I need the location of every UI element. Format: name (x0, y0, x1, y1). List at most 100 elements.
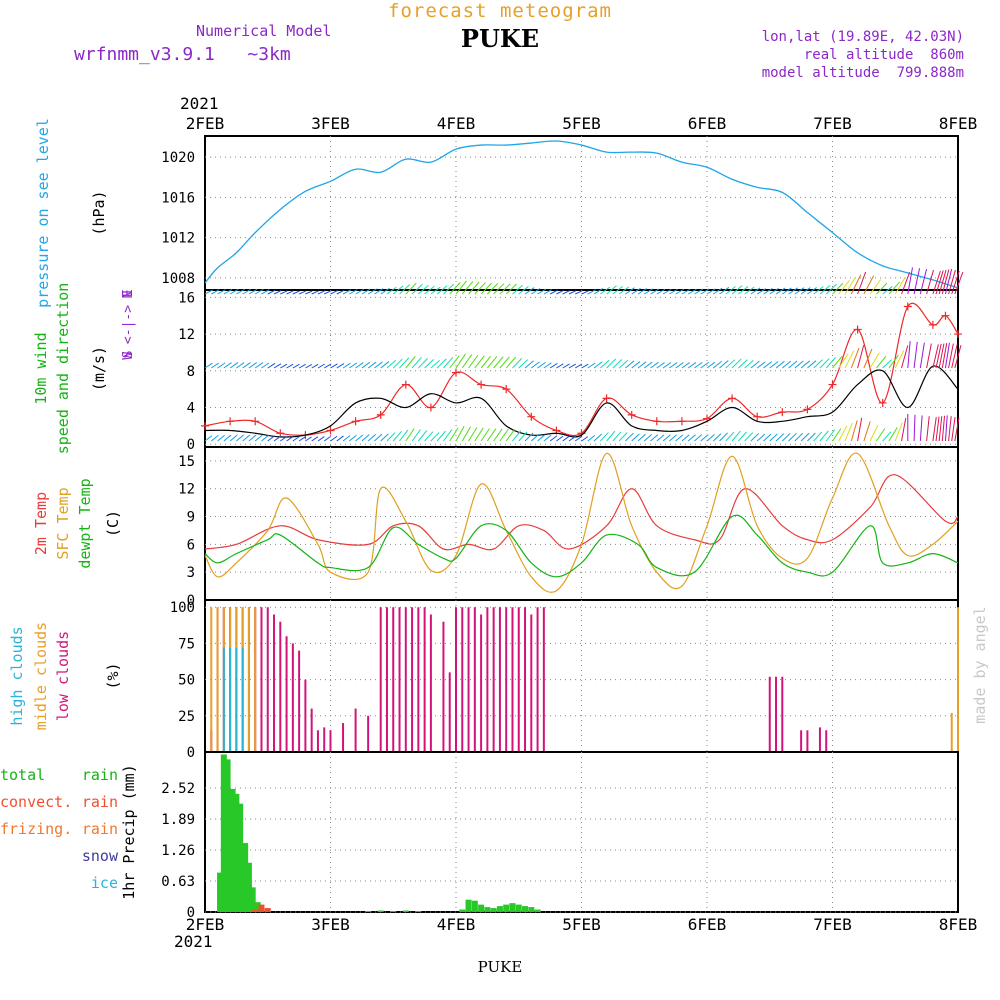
wind-arrow (305, 290, 313, 295)
y-tick-label-pressure: 1012 (161, 231, 195, 247)
wind-arrow (323, 363, 332, 369)
wind-arrow (769, 287, 779, 295)
wind-arrow (948, 269, 956, 295)
wind-marker (828, 380, 837, 389)
wind-arrow (706, 361, 716, 369)
wind-arrow (342, 362, 351, 369)
wind-arrow (888, 281, 900, 295)
wind-arrow (907, 267, 913, 295)
y-tick-label-wind: 0 (187, 437, 195, 453)
wind-arrow (518, 359, 529, 369)
wind-arrow (825, 429, 836, 442)
series-line (204, 514, 959, 578)
wind-arrow (625, 360, 635, 369)
wind-arrow (744, 432, 754, 442)
wind-arrow (417, 358, 428, 369)
wind-arrow (700, 361, 709, 369)
wind-arrow (712, 360, 722, 369)
wind-arrow (954, 345, 962, 369)
wind-arrow (386, 432, 396, 442)
y-tick-label-precip: 1.89 (161, 812, 195, 828)
wind-arrow (662, 288, 672, 295)
wind-arrow (876, 355, 887, 369)
wind-marker (602, 394, 611, 403)
wind-arrow (311, 363, 319, 369)
model-name: wrfnmm_v3.9.1 ~3km (74, 44, 291, 65)
wind-arrow (474, 355, 485, 369)
wind-arrow (738, 286, 749, 295)
wind-arrow (405, 428, 415, 442)
y-tick-label-precip: 1.26 (161, 843, 195, 859)
wind-arrow (499, 428, 509, 442)
wind-marker (401, 380, 410, 389)
wind-arrow (461, 426, 471, 442)
x-tick-label-bottom: 5FEB (562, 915, 601, 934)
wind-arrow (468, 281, 480, 295)
wind-arrow (374, 288, 384, 295)
wind-arrow (223, 434, 232, 442)
wind-arrow (706, 288, 716, 295)
wind-arrow (763, 288, 773, 295)
wind-arrow (775, 433, 785, 442)
wind-arrow (317, 436, 325, 442)
wind-arrow (273, 435, 281, 442)
wind-arrow (449, 282, 461, 295)
wind-arrow (493, 356, 504, 369)
precip-bar (217, 872, 224, 912)
precip-bar (509, 903, 516, 912)
wind-arrow (587, 434, 596, 442)
wind-arrow (926, 269, 934, 295)
wind-arrow (650, 288, 660, 295)
wind-arrow (643, 434, 653, 442)
wind-arrow (217, 362, 226, 369)
wind-marker (928, 320, 937, 329)
wind-arrow (593, 433, 603, 442)
wind-marker (728, 394, 737, 403)
wind-marker (753, 412, 762, 421)
wind-arrow (298, 363, 306, 369)
wind-arrow (731, 430, 741, 442)
y-axis-title-clouds: midle clouds (32, 622, 50, 730)
wind-arrow (587, 289, 596, 295)
wind-arrow (788, 360, 798, 369)
precip-bar (402, 910, 409, 912)
wind-arrow (392, 285, 404, 295)
wind-arrow (800, 432, 810, 442)
wind-arrow (229, 362, 239, 369)
wind-arrow (935, 270, 944, 295)
wind-arrow (863, 421, 871, 442)
y-axis-title-precip: 1hr Precip (mm) (120, 764, 138, 899)
wind-arrow (273, 363, 282, 369)
wind-arrow (549, 362, 558, 369)
wind-arrow (518, 431, 528, 442)
y-tick-label-pressure: 1016 (161, 190, 195, 206)
wind-arrow (229, 288, 239, 295)
wind-arrow (781, 433, 791, 442)
wind-arrow (599, 359, 610, 369)
precip-bar (496, 906, 503, 912)
wind-arrow (725, 431, 735, 442)
wind-arrow (926, 343, 932, 369)
wind-arrow (913, 414, 916, 442)
wind-arrow (411, 283, 423, 295)
wind-arrow (204, 435, 213, 442)
wind-arrow (267, 362, 276, 369)
precip-bar (534, 909, 541, 912)
wind-arrow (204, 362, 213, 369)
wind-arrow (888, 354, 899, 369)
wind-arrow (869, 424, 879, 442)
wind-arrow (317, 363, 325, 369)
wind-arrow (756, 288, 767, 295)
y-tick-label-wind: 16 (178, 290, 195, 306)
wind-arrow (424, 285, 435, 295)
wind-arrow (499, 356, 510, 369)
wind-arrow (248, 434, 257, 442)
wind-arrow (819, 358, 830, 369)
wind-arrow (480, 355, 491, 369)
wind-arrow (493, 283, 505, 295)
wind-arrow (392, 430, 402, 442)
wind-arrow (800, 360, 811, 369)
precip-bar (249, 887, 256, 912)
wind-arrow (894, 422, 903, 442)
precip-bar (484, 907, 491, 912)
